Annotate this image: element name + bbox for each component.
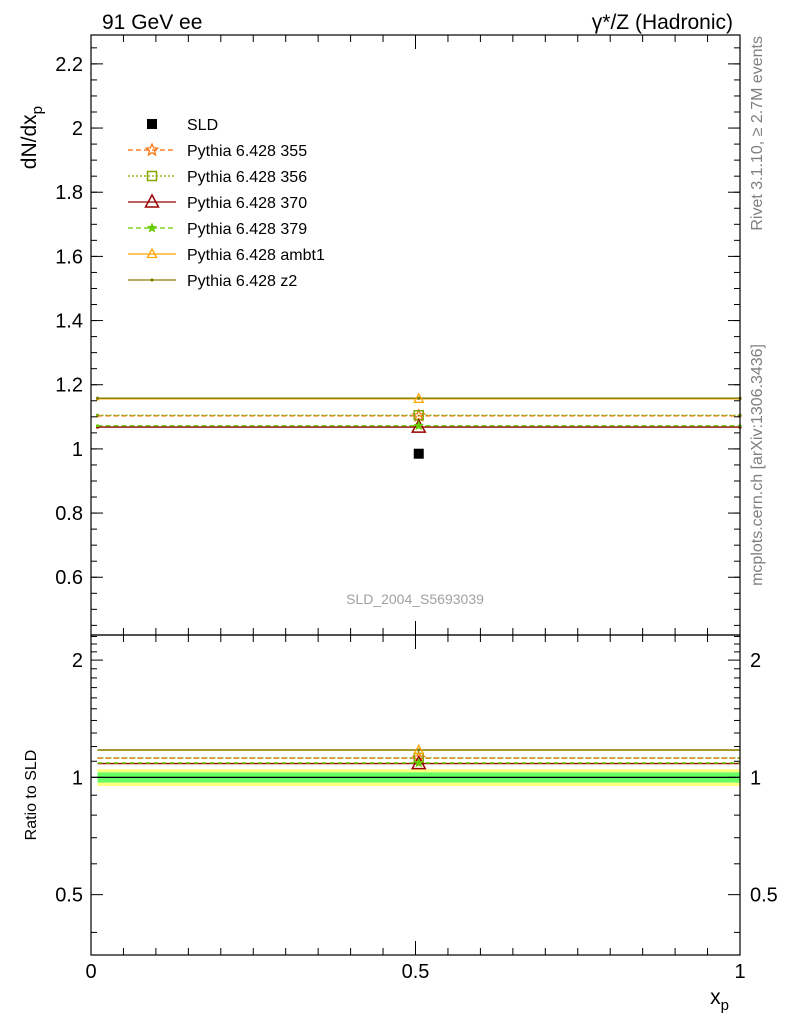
ratio-ytick-label: 1 bbox=[72, 767, 83, 789]
legend: SLD Pythia 6.428 355 Pythia 6.428 356 Pythi… bbox=[128, 117, 325, 290]
main-ytick-label: 1.6 bbox=[55, 246, 83, 268]
legend-marker-1 bbox=[144, 142, 160, 157]
legend-marker-0 bbox=[147, 119, 157, 129]
ratio-data-point-5 bbox=[417, 748, 421, 752]
legend-marker-3 bbox=[144, 193, 160, 208]
main-data-point-3 bbox=[410, 418, 427, 433]
ratio-uncertainty-bands bbox=[91, 769, 741, 787]
xlabel-subscript: p bbox=[721, 997, 729, 1014]
xtick-label: 0.5 bbox=[402, 961, 430, 983]
mcplots-label: mcplots.cern.ch [arXiv:1306.3436] bbox=[749, 344, 766, 586]
main-ytick-label: 1 bbox=[72, 439, 83, 461]
xlabel: xp bbox=[710, 986, 729, 1014]
main-ylabel: dN/dxp bbox=[18, 106, 46, 169]
main-series-end-point-6 bbox=[95, 396, 100, 400]
legend-marker-5 bbox=[146, 247, 158, 259]
legend-label-0: SLD bbox=[187, 117, 218, 134]
legend-marker-6 bbox=[150, 278, 154, 282]
legend-label-4: Pythia 6.428 379 bbox=[187, 221, 307, 238]
legend-marker-2 bbox=[146, 170, 158, 182]
ratio-ylabel: Ratio to SLD bbox=[23, 750, 40, 841]
main-ylabel-subscript: p bbox=[29, 106, 46, 114]
rivet-version-label: Rivet 3.1.10, ≥ 2.7M events bbox=[749, 36, 766, 231]
main-axis-ticks: 0.6 0.8 1 1.2 1.4 1.6 1.8 2 2.2 bbox=[55, 35, 741, 635]
main-ytick-label: 0.6 bbox=[55, 567, 83, 589]
analysis-watermark: SLD_2004_S5693039 bbox=[346, 591, 484, 607]
main-data-point-0 bbox=[413, 448, 424, 459]
ratio-ytick-label: 2 bbox=[72, 650, 83, 672]
ratio-axis-ticks: 0.5 0.5 1 1 2 2 0 0.5 1 bbox=[55, 635, 778, 983]
ratio-data-point-3 bbox=[413, 757, 424, 768]
main-ytick-label: 1.4 bbox=[55, 311, 83, 333]
main-ytick-label: 0.8 bbox=[55, 503, 83, 525]
xtick-label: 1 bbox=[734, 961, 745, 983]
ratio-panel: 0.5 0.5 1 1 2 2 0 0.5 1 bbox=[55, 634, 778, 983]
legend-label-2: Pythia 6.428 356 bbox=[187, 169, 307, 186]
xtick-label: 0 bbox=[85, 961, 96, 983]
ratio-frame bbox=[90, 634, 741, 956]
main-panel: 0.6 0.8 1 1.2 1.4 1.6 1.8 2 2.2 bbox=[55, 34, 742, 636]
ratio-ytick-label: 0.5 bbox=[55, 885, 83, 907]
ratio-series-markers bbox=[410, 743, 427, 770]
main-series-end-point-2 bbox=[95, 413, 100, 417]
main-data-point-4 bbox=[413, 420, 424, 431]
legend-label-5: Pythia 6.428 ambt1 bbox=[187, 247, 325, 264]
xlabel-text: x bbox=[710, 986, 721, 1009]
ratio-ytick-label-right: 1 bbox=[750, 767, 761, 789]
main-data-point-6 bbox=[417, 396, 421, 400]
main-ytick-label: 1.8 bbox=[55, 182, 83, 204]
main-data-point-5 bbox=[413, 392, 425, 404]
main-ytick-label: 1.2 bbox=[55, 375, 83, 397]
legend-label-3: Pythia 6.428 370 bbox=[187, 195, 307, 212]
ratio-ytick-label-right: 2 bbox=[750, 650, 761, 672]
legend-marker-4 bbox=[146, 222, 158, 233]
legend-label-1: Pythia 6.428 355 bbox=[187, 143, 307, 160]
legend-label-6: Pythia 6.428 z2 bbox=[187, 273, 297, 290]
ratio-ytick-label-right: 0.5 bbox=[750, 885, 778, 907]
header-right-label: γ*/Z (Hadronic) bbox=[592, 11, 733, 34]
main-ytick-label: 2 bbox=[72, 118, 83, 140]
main-series-end-point-4 bbox=[95, 424, 100, 428]
ratio-data-point-4 bbox=[413, 743, 425, 755]
main-ylabel-text: dN/dx bbox=[18, 114, 41, 169]
main-ytick-label: 2.2 bbox=[55, 54, 83, 76]
header-left-label: 91 GeV ee bbox=[102, 11, 202, 34]
